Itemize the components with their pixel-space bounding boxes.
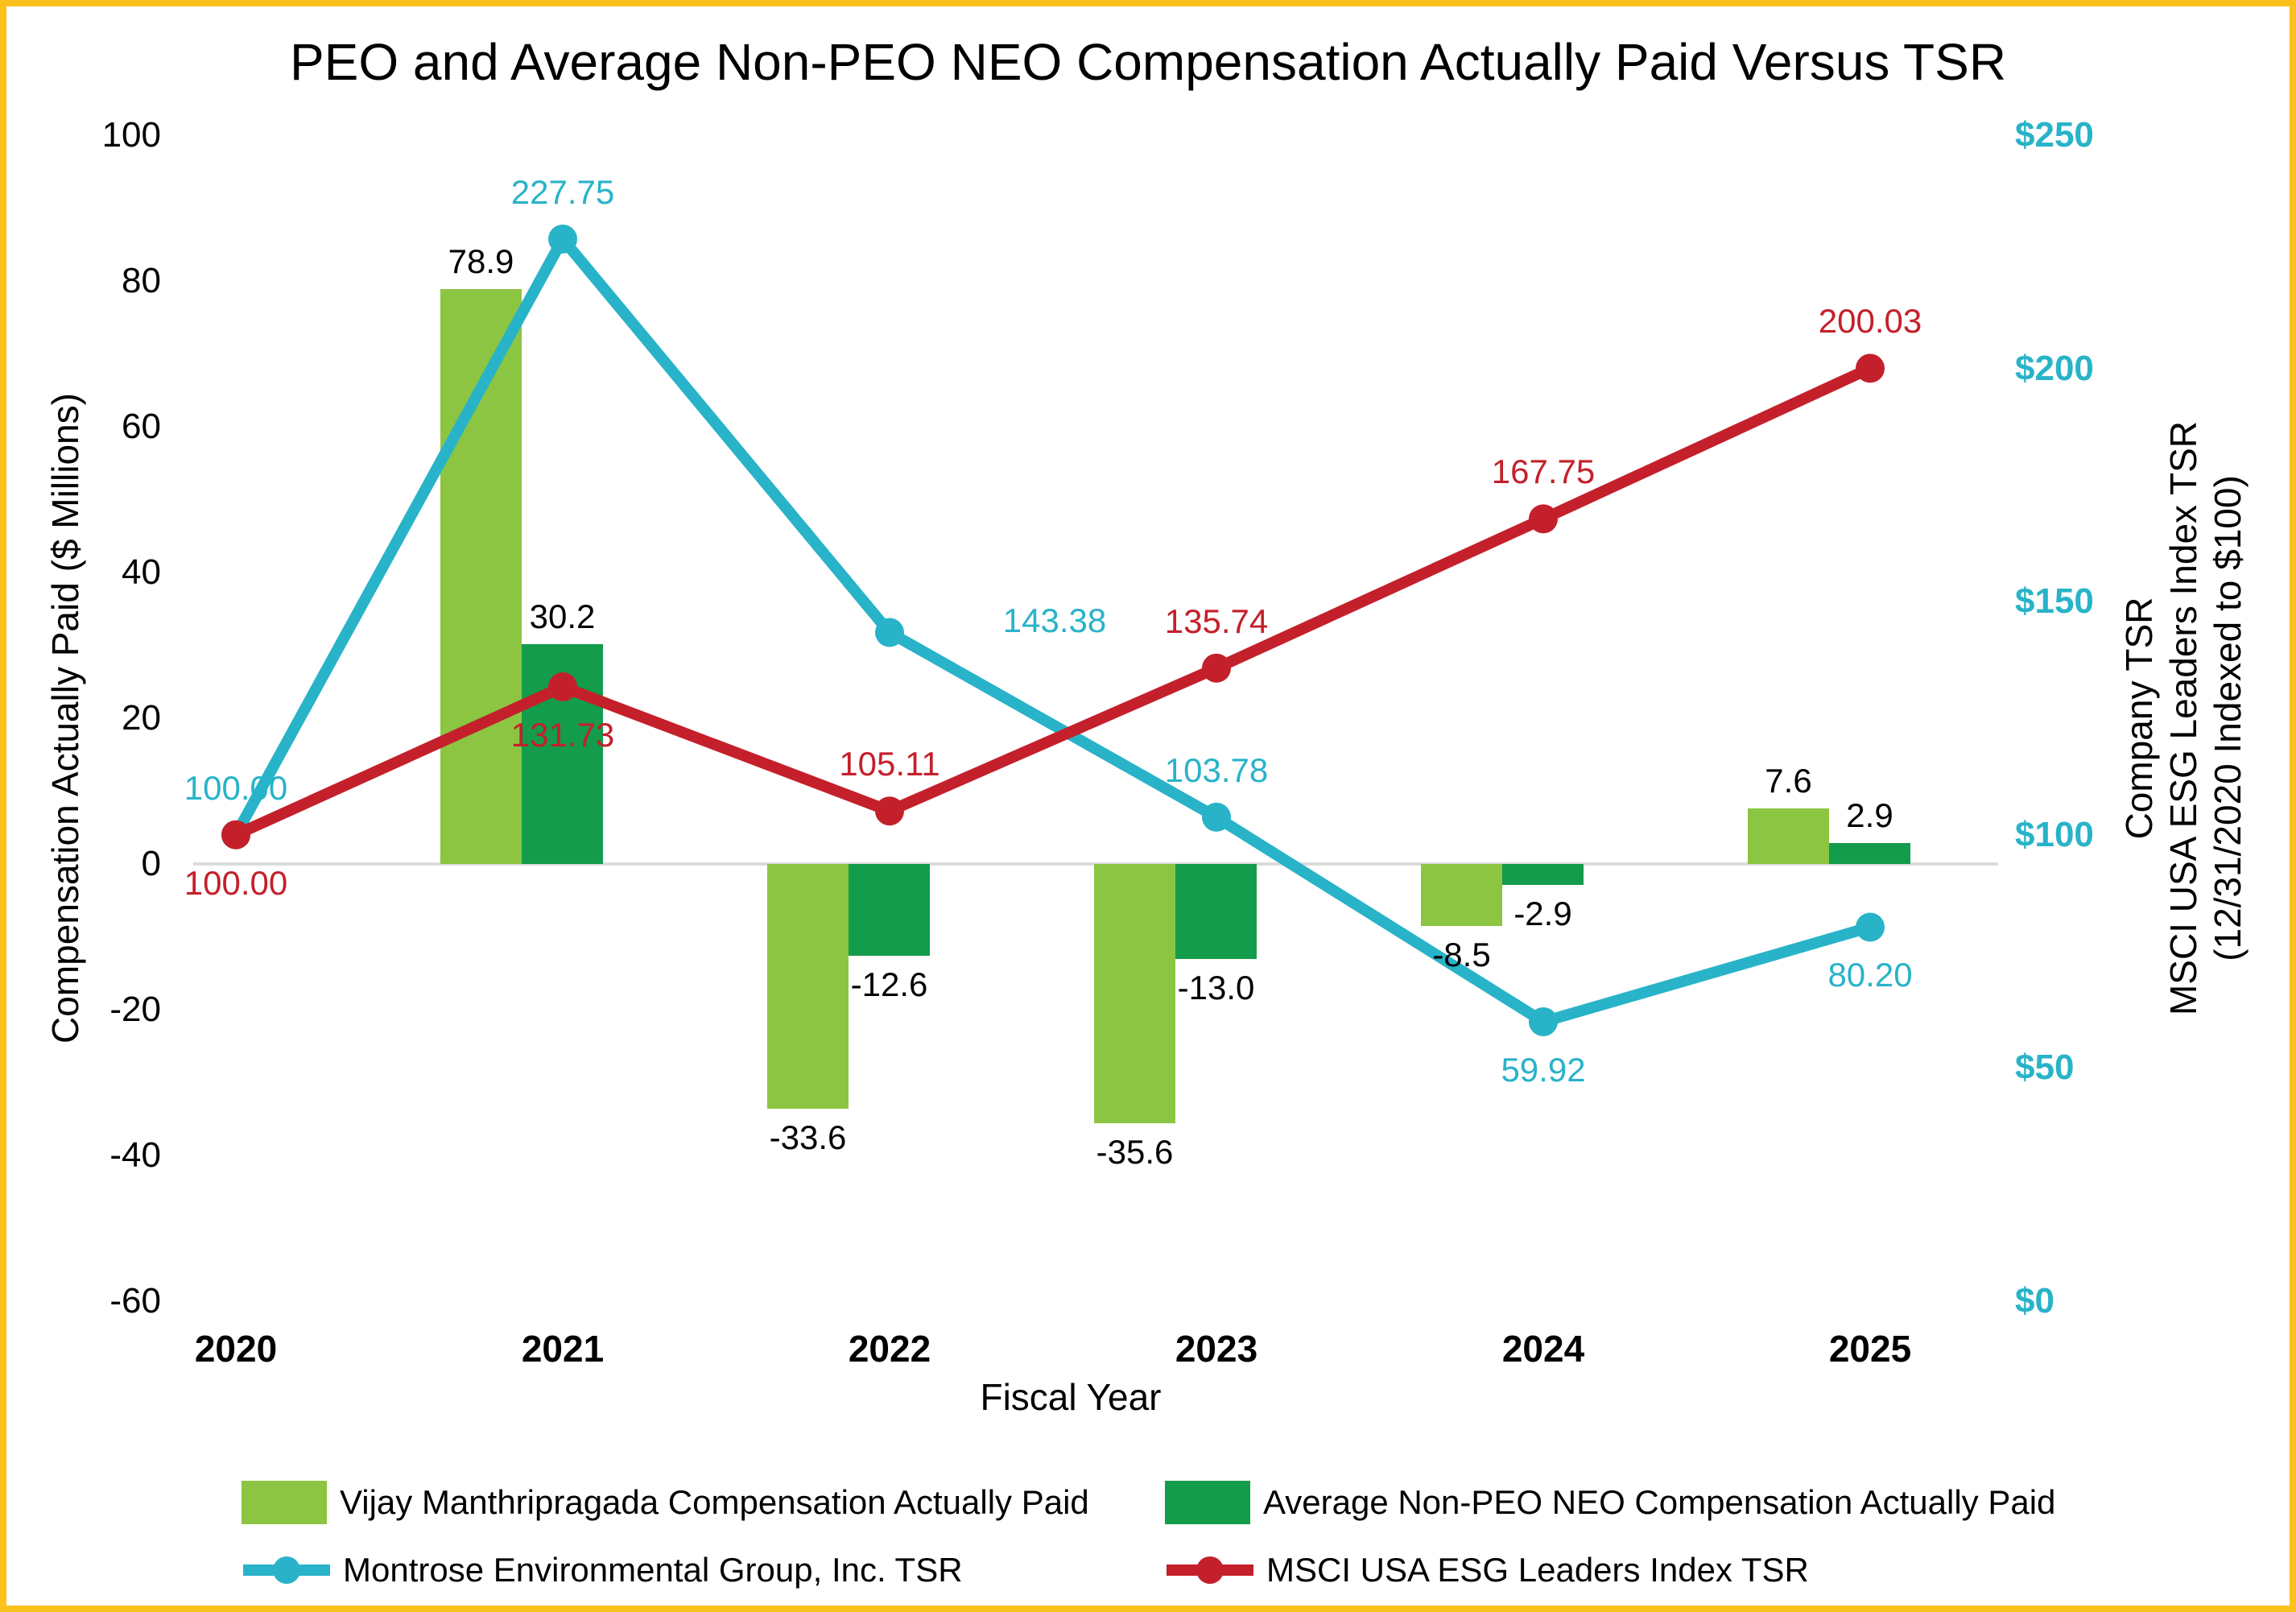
left-axis-tick-60: 60 <box>122 406 161 446</box>
index-tsr-point-2022 <box>875 796 904 826</box>
left-axis-tick-40: 40 <box>122 552 161 592</box>
neo-bar-2023 <box>1175 864 1257 959</box>
legend-item-peo-bar: Vijay Manthripragada Compensation Actual… <box>242 1480 1089 1525</box>
legend-label-index-tsr: MSCI USA ESG Leaders Index TSR <box>1266 1551 1809 1589</box>
peo-bar-2025 <box>1748 808 1829 864</box>
legend-item-company-tsr: Montrose Environmental Group, Inc. TSR <box>242 1548 963 1593</box>
company-tsr-point-2025 <box>1856 912 1885 942</box>
left-axis-tick--40: -40 <box>109 1135 161 1176</box>
peo-bar-label-2025: 7.6 <box>1765 762 1812 800</box>
x-axis-label-2025: 2025 <box>1828 1328 1912 1370</box>
legend-swatch-peo-bar-icon <box>242 1481 327 1524</box>
index-tsr-label-2020: 100.00 <box>184 863 288 902</box>
left-axis-tick--20: -20 <box>109 990 161 1030</box>
company-tsr-point-2023 <box>1202 802 1231 832</box>
company-tsr-point-2021 <box>548 224 577 254</box>
peo-bar-label-2022: -33.6 <box>769 1118 847 1157</box>
neo-bar-label-2024: -2.9 <box>1513 895 1572 933</box>
left-axis-tick-100: 100 <box>101 114 161 155</box>
x-axis-title: Fiscal Year <box>980 1376 1162 1418</box>
x-axis-label-2024: 2024 <box>1501 1328 1585 1370</box>
index-tsr-point-2020 <box>221 820 250 849</box>
index-tsr-label-2022: 105.11 <box>839 745 940 783</box>
right-axis-tick-$250: $250 <box>2015 115 2094 155</box>
right-axis-tick-$150: $150 <box>2015 581 2094 622</box>
company-tsr-label-2025: 80.20 <box>1827 956 1913 994</box>
chart-title: PEO and Average Non-PEO NEO Compensation… <box>289 33 2007 91</box>
company-tsr-label-2022: 143.38 <box>1002 601 1107 639</box>
company-tsr-label-2024: 59.92 <box>1501 1050 1586 1089</box>
legend-swatch-neo-bar-icon <box>1165 1481 1250 1524</box>
legend-item-index-tsr: MSCI USA ESG Leaders Index TSR <box>1165 1548 1809 1593</box>
neo-bar-label-2021: 30.2 <box>529 597 596 635</box>
peo-bar-2024 <box>1421 864 1502 926</box>
index-tsr-point-2021 <box>548 672 577 702</box>
neo-bar-2022 <box>849 864 930 957</box>
left-axis-tick--60: -60 <box>109 1281 161 1321</box>
neo-bar-2025 <box>1829 842 1910 864</box>
index-tsr-label-2021: 131.73 <box>510 716 615 754</box>
legend-item-neo-bar: Average Non-PEO NEO Compensation Actuall… <box>1165 1480 2055 1525</box>
legend-line-company-tsr-icon <box>242 1548 332 1592</box>
neo-bar-label-2022: -12.6 <box>850 965 928 1004</box>
legend-label-peo-bar: Vijay Manthripragada Compensation Actual… <box>340 1483 1089 1521</box>
company-tsr-line <box>230 233 1876 1027</box>
left-axis-tick-20: 20 <box>122 697 161 738</box>
legend-label-neo-bar: Average Non-PEO NEO Compensation Actuall… <box>1263 1483 2056 1521</box>
company-tsr-point-2024 <box>1529 1006 1558 1036</box>
index-tsr-label-2024: 167.75 <box>1491 453 1596 491</box>
x-axis-label-2021: 2021 <box>521 1328 605 1370</box>
right-axis-tick-$50: $50 <box>2015 1048 2075 1088</box>
index-tsr-point-2023 <box>1202 653 1231 683</box>
x-axis-label-2023: 2023 <box>1175 1328 1258 1370</box>
neo-bar-label-2025: 2.9 <box>1846 796 1893 834</box>
left-axis-tick-80: 80 <box>122 260 161 300</box>
neo-bar-label-2023: -13.0 <box>1177 968 1255 1006</box>
neo-bar-2024 <box>1502 864 1584 886</box>
index-tsr-label-2023: 135.74 <box>1164 601 1269 640</box>
company-tsr-label-2021: 227.75 <box>510 172 615 211</box>
legend-line-index-tsr-icon <box>1165 1548 1255 1592</box>
index-tsr-line <box>230 362 1876 841</box>
index-tsr-point-2024 <box>1529 504 1558 534</box>
x-axis-label-2022: 2022 <box>848 1328 931 1370</box>
index-tsr-point-2025 <box>1856 353 1885 383</box>
company-tsr-label-2020: 100.00 <box>184 768 288 807</box>
right-axis-tick-$0: $0 <box>2015 1281 2054 1321</box>
right-axis-tick-$200: $200 <box>2015 348 2094 388</box>
company-tsr-label-2023: 103.78 <box>1164 750 1269 789</box>
peo-bar-label-2024: -8.5 <box>1432 935 1491 973</box>
peo-bar-2023 <box>1094 864 1175 1124</box>
peo-bar-2022 <box>767 864 849 1110</box>
index-tsr-label-2025: 200.03 <box>1818 302 1922 341</box>
company-tsr-point-2022 <box>875 618 904 647</box>
right-axis-tick-$100: $100 <box>2015 814 2094 854</box>
left-axis-tick-0: 0 <box>141 844 161 883</box>
legend-label-company-tsr: Montrose Environmental Group, Inc. TSR <box>343 1551 963 1589</box>
peo-bar-label-2021: 78.9 <box>448 242 514 280</box>
x-axis-label-2020: 2020 <box>194 1328 278 1370</box>
peo-bar-label-2023: -35.6 <box>1096 1133 1174 1172</box>
